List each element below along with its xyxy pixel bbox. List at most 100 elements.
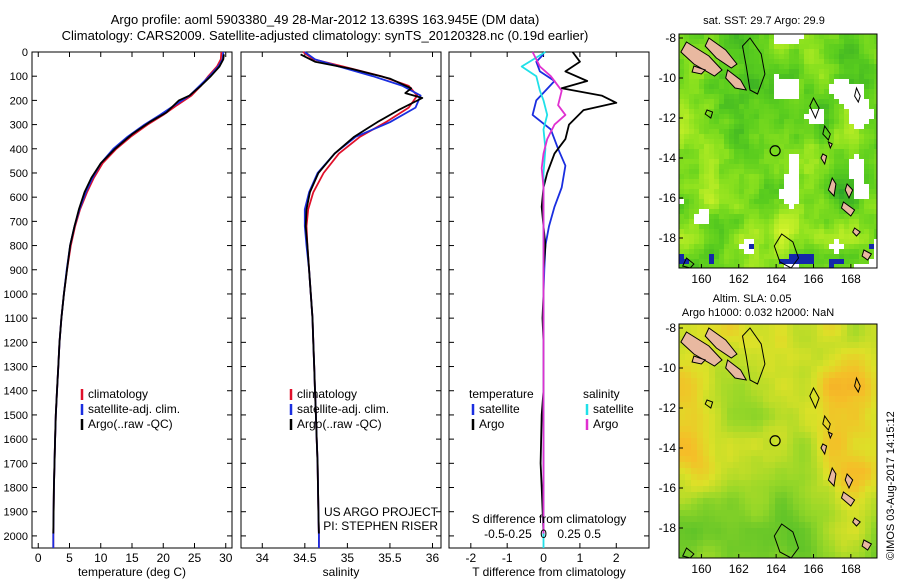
- map-cell: [709, 139, 714, 144]
- map-cell: [804, 89, 809, 94]
- map-cell: [733, 504, 739, 510]
- map-cell: [809, 224, 814, 229]
- map-cell: [814, 94, 819, 99]
- island: [725, 69, 748, 91]
- map-cell: [781, 534, 787, 540]
- y-tick-label: 1200: [4, 337, 28, 349]
- map-cell: [829, 174, 834, 179]
- map-cell: [854, 154, 859, 159]
- map-cell: [809, 74, 814, 79]
- map-cell: [811, 408, 817, 414]
- map-cell: [691, 486, 697, 492]
- map-cell: [745, 486, 751, 492]
- argo-float-marker: [769, 145, 781, 157]
- map-cell: [779, 104, 784, 109]
- map-cell: [841, 324, 847, 330]
- map-cell: [699, 139, 704, 144]
- map-cell: [721, 504, 727, 510]
- map-cell: [865, 426, 871, 432]
- map-cell: [864, 239, 869, 244]
- map-cell: [697, 552, 703, 558]
- map-cell: [679, 516, 685, 522]
- map-cell: [829, 79, 834, 84]
- map-cell: [789, 224, 794, 229]
- map-cell: [733, 354, 739, 360]
- map-cell: [775, 462, 781, 468]
- map-cell: [779, 244, 784, 249]
- map-cell: [757, 450, 763, 456]
- map-cell: [854, 44, 859, 49]
- island: [704, 327, 738, 359]
- map-cell: [787, 480, 793, 486]
- map-cell: [684, 94, 689, 99]
- map-cell: [691, 330, 697, 336]
- map-cell: [835, 498, 841, 504]
- map-cell: [823, 348, 829, 354]
- s-tick-label: 0.5: [584, 527, 601, 541]
- map-cell: [684, 259, 689, 264]
- map-cell: [729, 239, 734, 244]
- map-cell: [854, 124, 859, 129]
- map-cell: [865, 366, 871, 372]
- map-cell: [751, 414, 757, 420]
- map-cell: [835, 540, 841, 546]
- map-cell: [774, 204, 779, 209]
- map-cell: [799, 69, 804, 74]
- map-cell: [835, 324, 841, 330]
- map-cell: [769, 390, 775, 396]
- map-cell: [733, 540, 739, 546]
- map-cell: [814, 154, 819, 159]
- map-cell: [769, 69, 774, 74]
- map-cell: [769, 209, 774, 214]
- map-cell: [787, 546, 793, 552]
- map-cell: [779, 144, 784, 149]
- map-cell: [689, 214, 694, 219]
- map-cell: [865, 438, 871, 444]
- map-cell: [829, 330, 835, 336]
- map-cell: [804, 259, 809, 264]
- map-cell: [834, 89, 839, 94]
- map-cell: [724, 129, 729, 134]
- map-cell: [697, 390, 703, 396]
- map-cell: [757, 540, 763, 546]
- map-cell: [751, 468, 757, 474]
- map-cell: [739, 486, 745, 492]
- map-cell: [751, 366, 757, 372]
- map-cell: [685, 468, 691, 474]
- map-cell: [789, 144, 794, 149]
- map-cell: [724, 44, 729, 49]
- map-cell: [839, 44, 844, 49]
- map-cell: [844, 114, 849, 119]
- map-cell: [719, 229, 724, 234]
- map-cell: [804, 154, 809, 159]
- map-cell: [679, 522, 685, 528]
- map-cell: [864, 209, 869, 214]
- map-cell: [859, 224, 864, 229]
- map-cell: [729, 104, 734, 109]
- map-cell: [874, 134, 877, 139]
- map-cell: [819, 74, 824, 79]
- map-cell: [847, 426, 853, 432]
- map-cell: [764, 134, 769, 139]
- map-cell: [854, 184, 859, 189]
- map-cell: [724, 199, 729, 204]
- map-cell: [853, 468, 859, 474]
- map-cell: [719, 209, 724, 214]
- map-cell: [754, 189, 759, 194]
- map-cell: [839, 234, 844, 239]
- map-cell: [779, 149, 784, 154]
- map-cell: [794, 129, 799, 134]
- map-cell: [784, 59, 789, 64]
- map-cell: [774, 109, 779, 114]
- map-cell: [871, 450, 877, 456]
- map-cell: [679, 504, 685, 510]
- map-cell: [859, 199, 864, 204]
- map-cell: [727, 492, 733, 498]
- map-cell: [859, 378, 865, 384]
- map-cell: [769, 204, 774, 209]
- map-cell: [729, 229, 734, 234]
- x-tick-label-temperature: 25: [188, 551, 202, 565]
- map-cell: [714, 214, 719, 219]
- map-cell: [685, 384, 691, 390]
- map-cell: [727, 468, 733, 474]
